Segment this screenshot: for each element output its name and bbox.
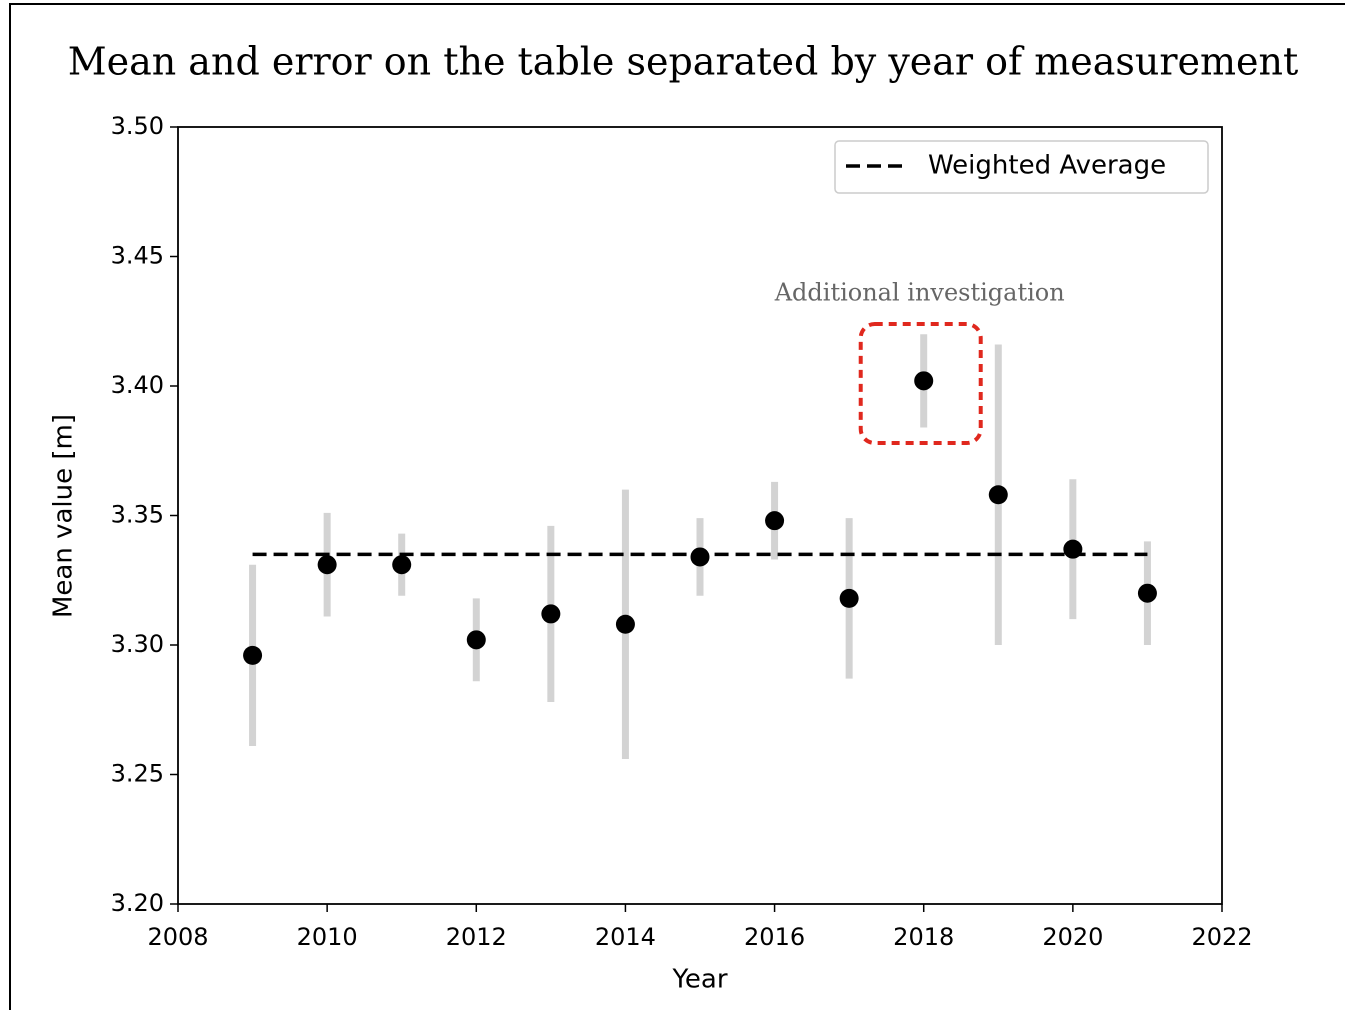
point xyxy=(541,604,561,624)
x-tick-label: 2022 xyxy=(1191,923,1252,951)
y-axis-label: Mean value [m] xyxy=(49,414,79,618)
point xyxy=(765,511,785,531)
y-tick-label: 3.40 xyxy=(111,371,164,399)
point xyxy=(839,588,859,608)
point xyxy=(1063,539,1083,559)
x-tick-label: 2016 xyxy=(744,923,805,951)
point xyxy=(988,485,1008,505)
x-tick-label: 2008 xyxy=(147,923,208,951)
y-tick-label: 3.25 xyxy=(111,760,164,788)
x-axis-label: Year xyxy=(671,965,727,995)
legend-label: Weighted Average xyxy=(928,151,1166,181)
x-tick-label: 2012 xyxy=(446,923,507,951)
point xyxy=(466,630,486,650)
y-tick-label: 3.35 xyxy=(111,501,164,529)
point xyxy=(243,645,263,665)
annotation-text: Additional investigation xyxy=(774,279,1065,307)
y-tick-label: 3.30 xyxy=(111,630,164,658)
point xyxy=(914,371,934,391)
x-tick-label: 2018 xyxy=(893,923,954,951)
point xyxy=(392,555,412,575)
x-tick-label: 2020 xyxy=(1042,923,1103,951)
chart-title: Mean and error on the table separated by… xyxy=(68,40,1299,84)
point xyxy=(615,614,635,634)
annotation-box xyxy=(858,322,983,445)
plot-frame xyxy=(177,126,1223,905)
y-tick-label: 3.50 xyxy=(111,112,164,140)
legend-box xyxy=(834,140,1209,194)
y-tick-label: 3.45 xyxy=(111,242,164,270)
point xyxy=(690,547,710,567)
point xyxy=(1137,583,1157,603)
x-tick-label: 2014 xyxy=(595,923,656,951)
y-tick-label: 3.20 xyxy=(111,889,164,917)
point xyxy=(317,555,337,575)
x-tick-label: 2010 xyxy=(297,923,358,951)
